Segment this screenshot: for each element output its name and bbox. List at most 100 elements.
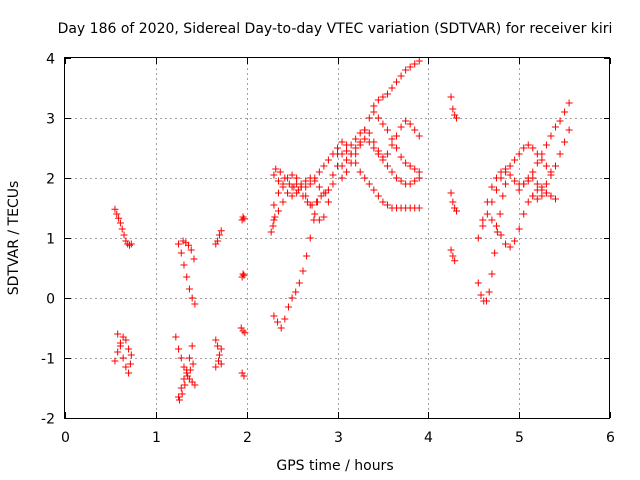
series-f2 (338, 138, 423, 212)
x-tick-label: 1 (152, 430, 161, 446)
data-point (317, 192, 325, 200)
series-c1 (212, 227, 225, 248)
data-point (374, 192, 382, 200)
data-point (188, 342, 196, 350)
data-point (533, 186, 541, 194)
data-point (406, 120, 414, 128)
data-point (343, 147, 351, 155)
data-point (270, 312, 278, 320)
data-point (191, 381, 199, 389)
data-point (329, 180, 337, 188)
data-point (270, 171, 278, 179)
data-point (529, 168, 537, 176)
y-axis-label: SDTVAR / TECUs (6, 181, 22, 296)
data-point (241, 329, 249, 337)
series-a3 (114, 330, 134, 377)
series-g2 (447, 189, 460, 215)
data-point (274, 207, 282, 215)
data-point (515, 225, 523, 233)
data-point (122, 336, 130, 344)
data-point (415, 174, 423, 182)
data-point (177, 384, 185, 392)
data-point (479, 222, 487, 230)
data-point (186, 366, 194, 374)
data-point (238, 273, 246, 281)
data-point (542, 141, 550, 149)
data-point (188, 294, 196, 302)
x-tick-label: 6 (606, 430, 615, 446)
data-point (397, 123, 405, 131)
data-point (515, 186, 523, 194)
axis-ticks (65, 58, 611, 419)
data-point (524, 198, 532, 206)
data-point (451, 257, 459, 265)
data-point (488, 183, 496, 191)
data-point (288, 171, 296, 179)
data-point (506, 243, 514, 251)
data-point (556, 150, 564, 158)
y-tick-label: 4 (46, 52, 55, 68)
data-point (397, 153, 405, 161)
series-d3 (237, 324, 249, 337)
data-point (379, 93, 387, 101)
series-f4 (338, 117, 423, 182)
data-point (388, 168, 396, 176)
data-point (267, 228, 275, 236)
data-point (533, 159, 541, 167)
series-d1 (238, 213, 248, 224)
data-point (239, 270, 247, 278)
data-point (379, 198, 387, 206)
data-point (479, 216, 487, 224)
data-point (299, 267, 307, 275)
data-point (482, 297, 490, 305)
data-point (239, 213, 247, 221)
data-point (240, 271, 248, 279)
data-point (299, 192, 307, 200)
data-point (187, 246, 195, 254)
data-point (415, 57, 423, 65)
data-point (547, 171, 555, 179)
grid-lines (65, 58, 610, 418)
data-point (315, 168, 323, 176)
data-point (452, 207, 460, 215)
series-h6 (524, 126, 573, 206)
data-point (511, 237, 519, 245)
x-tick-label: 4 (424, 430, 433, 446)
data-point (274, 189, 282, 197)
data-point (447, 189, 455, 197)
data-point (552, 123, 559, 131)
series-h7 (529, 189, 559, 203)
data-point (306, 174, 314, 182)
data-point (383, 90, 391, 98)
data-point (172, 333, 180, 341)
data-point (502, 240, 510, 248)
data-point (127, 351, 135, 359)
series-h5 (515, 99, 573, 194)
data-point (334, 144, 341, 152)
data-point (361, 174, 369, 182)
data-point (538, 192, 546, 200)
data-point (529, 192, 537, 200)
data-point (365, 180, 373, 188)
data-point (561, 138, 569, 146)
data-point (125, 241, 133, 249)
data-point (288, 294, 296, 302)
data-point (515, 150, 523, 158)
data-point (304, 198, 312, 206)
y-tick-label: 1 (46, 232, 55, 248)
data-point (411, 60, 419, 68)
data-point (315, 183, 323, 191)
data-point (533, 180, 541, 188)
data-point (497, 174, 505, 182)
data-point (180, 261, 188, 269)
data-point (114, 330, 122, 338)
data-point (356, 129, 364, 137)
chart-title: Day 186 of 2020, Sidereal Day-to-day VTE… (58, 21, 613, 37)
data-point (111, 357, 119, 365)
series-b2 (179, 237, 198, 263)
data-point (393, 174, 401, 182)
data-point (185, 241, 193, 249)
data-point (406, 63, 414, 71)
data-points (111, 57, 573, 404)
y-tick-label: 0 (46, 292, 55, 308)
